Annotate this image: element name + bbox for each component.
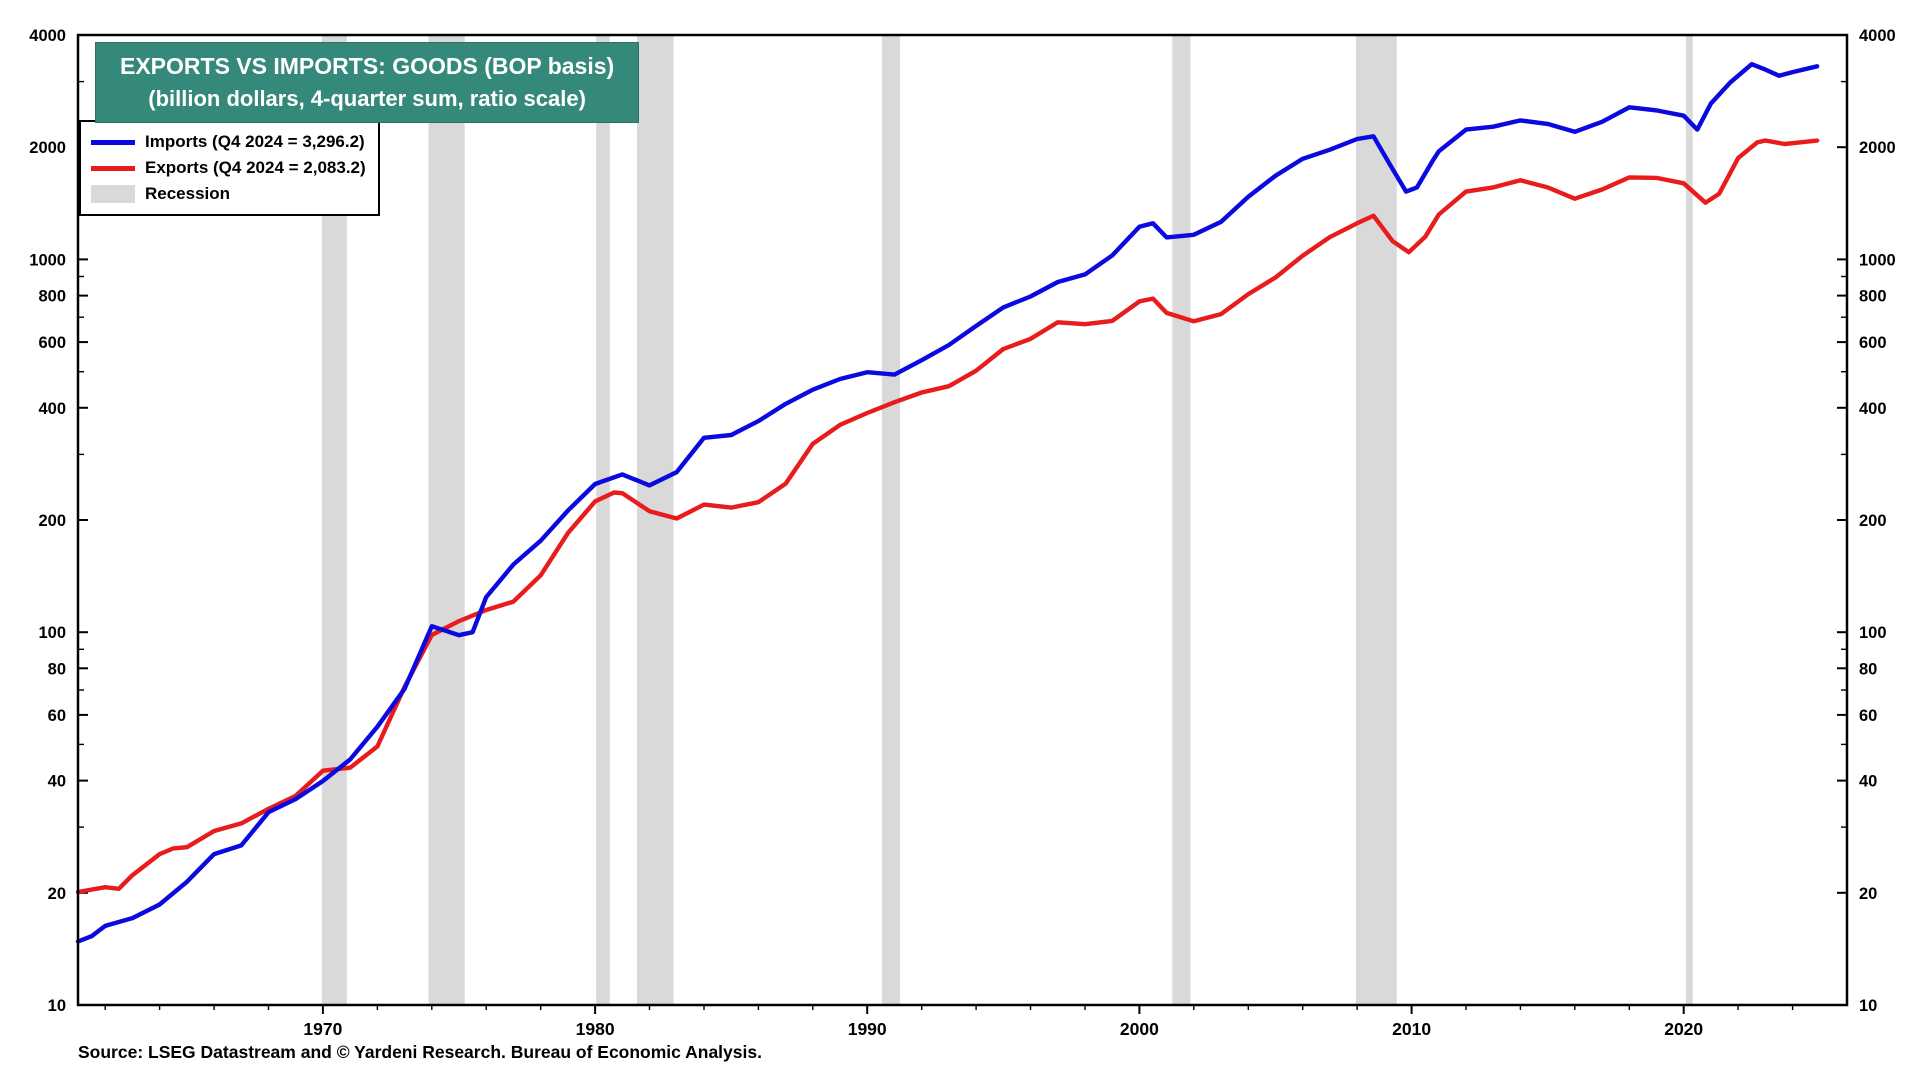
y-axis-label-left: 4000 [29,27,66,45]
legend-item-imports: Imports (Q4 2024 = 3,296.2) [91,129,366,155]
source-note: Source: LSEG Datastream and © Yardeni Re… [78,1042,762,1062]
y-axis-label-right: 100 [1859,624,1887,642]
x-axis-label: 1990 [848,1019,887,1039]
y-axis-label-right: 40 [1859,773,1877,791]
recession-band [1685,35,1693,1005]
y-axis-label-right: 60 [1859,707,1877,725]
y-axis-label-left: 100 [38,624,66,642]
y-axis-label-right: 20 [1859,885,1877,903]
recession-band [1356,35,1397,1005]
exports-line-swatch [91,165,135,171]
y-axis-label-left: 800 [38,288,66,306]
chart-frame [76,33,1849,1007]
recession-band [596,35,610,1005]
legend-item-exports: Exports (Q4 2024 = 2,083.2) [91,155,366,181]
x-axis-label: 2010 [1392,1019,1431,1039]
y-axis-label-right: 80 [1859,660,1877,678]
y-axis-label-left: 20 [48,885,66,903]
recession-band [428,35,465,1005]
recession-patch-swatch [91,185,135,203]
y-axis-label-left: 10 [48,997,66,1015]
y-axis-label-left: 40 [48,773,66,791]
y-axis-label-right: 4000 [1859,27,1896,45]
recession-band [1172,35,1191,1005]
imports-line [75,61,1820,944]
x-axis-label: 1980 [576,1019,615,1039]
imports-line-swatch [91,139,135,145]
y-axis-label-left: 2000 [29,139,66,157]
legend-label-recession: Recession [145,184,231,203]
y-axis-label-right: 1000 [1859,251,1896,269]
y-axis-label-left: 80 [48,660,66,678]
y-axis-label-left: 400 [38,400,66,418]
y-axis-label-right: 2000 [1859,139,1896,157]
y-axis-label-left: 600 [38,334,66,352]
recession-band [881,35,901,1005]
y-axis-label-left: 1000 [29,251,66,269]
chart-title: EXPORTS VS IMPORTS: GOODS (BOP basis) [120,53,615,79]
y-axis-label-left: 200 [38,512,66,530]
legend-label-exports: Exports (Q4 2024 = 2,083.2) [145,158,366,177]
chart-title-box: EXPORTS VS IMPORTS: GOODS (BOP basis) (b… [95,42,640,123]
x-axis-label: 2020 [1664,1019,1703,1039]
legend-label-imports: Imports (Q4 2024 = 3,296.2) [145,132,365,151]
y-axis-label-right: 400 [1859,400,1887,418]
y-axis-label-right: 600 [1859,334,1887,352]
recession-band [637,35,674,1005]
x-axis-label: 1970 [303,1019,342,1039]
y-axis-label-right: 10 [1859,997,1877,1015]
legend: Imports (Q4 2024 = 3,296.2) Exports (Q4 … [79,120,380,216]
legend-item-recession: Recession [91,181,366,207]
chart-subtitle: (billion dollars, 4-quarter sum, ratio s… [148,86,586,111]
y-axis-label-right: 800 [1859,288,1887,306]
y-axis-label-left: 60 [48,707,66,725]
exports-line [75,138,1820,895]
x-axis-label: 2000 [1120,1019,1159,1039]
y-axis-label-right: 200 [1859,512,1887,530]
